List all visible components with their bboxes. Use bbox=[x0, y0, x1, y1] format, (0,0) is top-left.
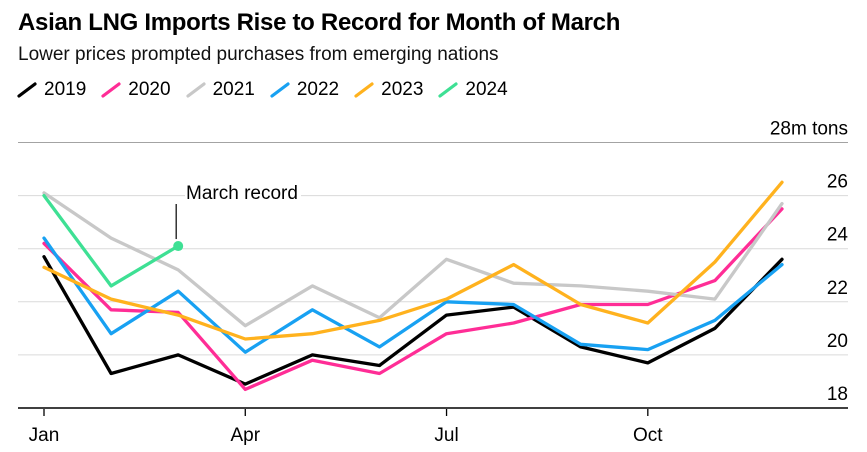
x-tick-label-Jul: Jul bbox=[434, 425, 458, 446]
legend-item-2024: 2024 bbox=[437, 79, 508, 101]
legend-item-2022: 2022 bbox=[269, 79, 339, 101]
series-line-2022 bbox=[42, 236, 784, 354]
y-tick-label-24: 24 bbox=[827, 225, 849, 246]
chart-title: Asian LNG Imports Rise to Record for Mon… bbox=[18, 9, 621, 36]
y-axis-unit-label: 28m tons bbox=[770, 119, 848, 140]
line-swatch-icon bbox=[17, 82, 37, 98]
series-line-2023 bbox=[42, 180, 784, 341]
line-swatch-icon bbox=[270, 82, 290, 98]
legend-item-label: 2024 bbox=[465, 79, 508, 100]
line-swatch-icon bbox=[185, 82, 206, 98]
y-tick-label-26: 26 bbox=[827, 172, 848, 193]
legend: 2019 2020 2021 2022 2023 2024 bbox=[16, 79, 508, 101]
x-tick-label-Oct: Oct bbox=[633, 425, 663, 446]
y-tick-label-22: 22 bbox=[827, 278, 848, 299]
y-tick-label-20: 20 bbox=[827, 331, 848, 352]
line-swatch-icon bbox=[354, 82, 374, 98]
legend-item-label: 2022 bbox=[296, 79, 340, 100]
annotation-march-record: March record bbox=[185, 183, 301, 206]
y-tick-label-18: 18 bbox=[827, 384, 848, 405]
legend-item-2019: 2019 bbox=[16, 79, 86, 101]
legend-item-label: 2020 bbox=[128, 79, 171, 100]
series-line-2019 bbox=[42, 255, 784, 386]
legend-item-2021: 2021 bbox=[185, 79, 255, 101]
series-line-2024 bbox=[42, 193, 180, 288]
legend-item-2023: 2023 bbox=[353, 79, 423, 101]
legend-item-2020: 2020 bbox=[100, 79, 171, 101]
line-swatch-icon bbox=[438, 82, 459, 98]
chart-subtitle: Lower prices prompted purchases from eme… bbox=[18, 44, 499, 65]
line-swatch-icon bbox=[101, 82, 121, 98]
legend-item-label: 2021 bbox=[212, 79, 255, 100]
series-line-2021 bbox=[42, 191, 784, 328]
x-tick-label-Jan: Jan bbox=[29, 425, 60, 446]
x-tick-label-Apr: Apr bbox=[230, 425, 260, 446]
legend-item-label: 2023 bbox=[381, 79, 424, 100]
march-record-dot bbox=[173, 241, 184, 252]
legend-item-label: 2019 bbox=[44, 79, 87, 100]
